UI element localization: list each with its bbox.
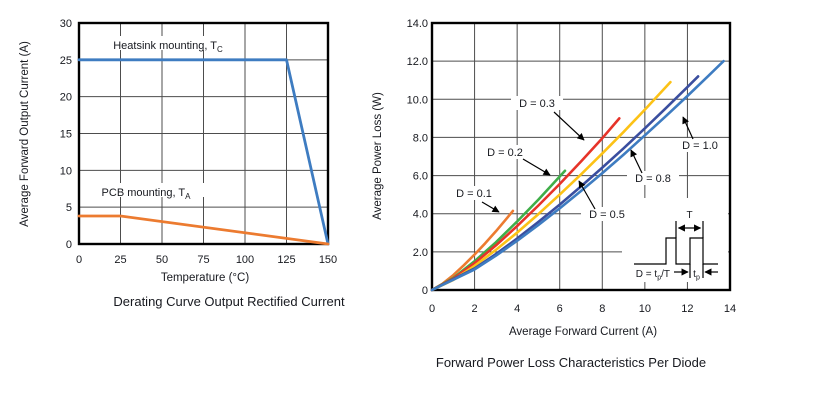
y-tick-label: 10 (60, 165, 72, 177)
series-curve-heatsink-mounting (77, 58, 330, 246)
derating-x-axis-title: Temperature (°C) (161, 272, 249, 284)
derating-y-axis-title: Average Forward Output Current (A) (19, 41, 31, 227)
curve-label-arrow-duty-0.3 (553, 111, 585, 141)
power-loss-x-axis-title: Average Forward Current (A) (509, 326, 657, 338)
power-loss-axis-ticks: 0 2 4 6 8 10 12 14 0 2.0 4.0 6.0 8.0 10.0 12.0 14.0 (407, 18, 737, 315)
y-tick-label: 4.0 (413, 209, 428, 221)
curve-label-mask (448, 186, 500, 200)
curve-label-arrow-duty-0.2 (522, 158, 551, 176)
heatsink-label-mask (104, 36, 234, 50)
curve-label-mask (581, 207, 633, 221)
derating-caption: Derating Curve Output Rectified Current (113, 294, 345, 309)
derating-chart: 0 25 50 75 100 125 150 0 5 10 15 20 25 30 Heatsink mo… (19, 18, 345, 309)
curve-label-duty-0.5: D = 0.5 (589, 209, 625, 221)
curve-label-arrow-duty-0.1 (481, 201, 500, 213)
curve-label-duty-1.0: D = 1.0 (682, 140, 718, 152)
curve-label-mask (511, 96, 563, 110)
derating-series (77, 58, 330, 246)
curve-label-arrow-duty-1.0 (682, 116, 694, 140)
x-tick-label: 12 (681, 303, 693, 315)
y-tick-label: 10.0 (407, 94, 428, 106)
y-tick-label: 12.0 (407, 56, 428, 68)
x-tick-label: 2 (472, 303, 478, 315)
curve-label-duty-0.1: D = 0.1 (456, 188, 492, 200)
y-tick-label: 20 (60, 92, 72, 104)
x-tick-label: 10 (639, 303, 651, 315)
x-tick-label: 6 (557, 303, 563, 315)
plot-border (430, 21, 732, 292)
x-tick-label: 0 (429, 303, 435, 315)
x-tick-label: 50 (156, 254, 168, 266)
curve-label-mask (627, 171, 679, 185)
y-tick-label: 15 (60, 129, 72, 141)
x-tick-label: 75 (197, 254, 209, 266)
y-tick-label: 5 (66, 202, 72, 214)
curve-label-arrow-duty-0.5 (578, 180, 596, 210)
derating-axis-ticks: 0 25 50 75 100 125 150 0 5 10 15 20 25 30 (60, 18, 337, 266)
y-tick-label: 14.0 (407, 18, 428, 30)
y-tick-label: 8.0 (413, 132, 428, 144)
y-tick-label: 6.0 (413, 171, 428, 183)
x-tick-label: 25 (114, 254, 126, 266)
curve-label-duty-0.8: D = 0.8 (635, 173, 671, 185)
pcb-label-mask (90, 183, 205, 197)
measure-ticks (675, 221, 704, 278)
curve-label-mask (674, 138, 726, 152)
curve-label-arrow-duty-0.8 (630, 149, 643, 174)
series-curve-duty-0.3 (430, 117, 621, 292)
derating-grid (77, 21, 330, 246)
x-tick-label: 125 (277, 254, 295, 266)
curve-labels: D = 0.1 D = 0.2 D = 0.3 D = 0.5 D = 0.8 D = 1… (448, 96, 726, 221)
y-tick-label: 0 (66, 239, 72, 251)
y-tick-label: 30 (60, 18, 72, 30)
power-loss-chart: 0 2 4 6 8 10 12 14 0 2.0 4.0 6.0 8.0 10.0 12.0 14.0 T t… (372, 18, 737, 370)
x-tick-label: 150 (319, 254, 337, 266)
curve-label-mask (479, 145, 531, 159)
series-curve-duty-0.5 (430, 80, 672, 292)
x-tick-label: 0 (76, 254, 82, 266)
power-loss-caption: Forward Power Loss Characteristics Per D… (436, 355, 706, 370)
curve-label-arrows (481, 111, 694, 213)
x-tick-label: 100 (236, 254, 254, 266)
power-loss-y-axis-title: Average Power Loss (W) (372, 92, 384, 220)
series-curve-pcb-mounting (77, 214, 330, 246)
y-tick-label: 2.0 (413, 247, 428, 259)
plot-border (77, 21, 330, 246)
duty-cycle-inset: T tp D = tp/T (622, 198, 728, 282)
curve-label-duty-0.2: D = 0.2 (487, 147, 523, 159)
y-tick-label: 25 (60, 55, 72, 67)
period-label: T (686, 210, 692, 221)
curve-label-duty-0.3: D = 0.3 (519, 98, 555, 110)
y-tick-label: 0 (422, 285, 428, 297)
inset-mask (622, 198, 728, 282)
series-curve-duty-1.0 (430, 59, 725, 292)
heatsink-series-label: Heatsink mounting, TC (113, 40, 223, 54)
pcb-series-label: PCB mounting, TA (102, 187, 192, 201)
pulse-width-label: tp (693, 269, 700, 282)
x-tick-label: 14 (724, 303, 736, 315)
duty-formula: D = tp/T (636, 269, 670, 282)
x-tick-label: 8 (599, 303, 605, 315)
x-tick-label: 4 (514, 303, 520, 315)
pulse-waveform (634, 237, 718, 265)
